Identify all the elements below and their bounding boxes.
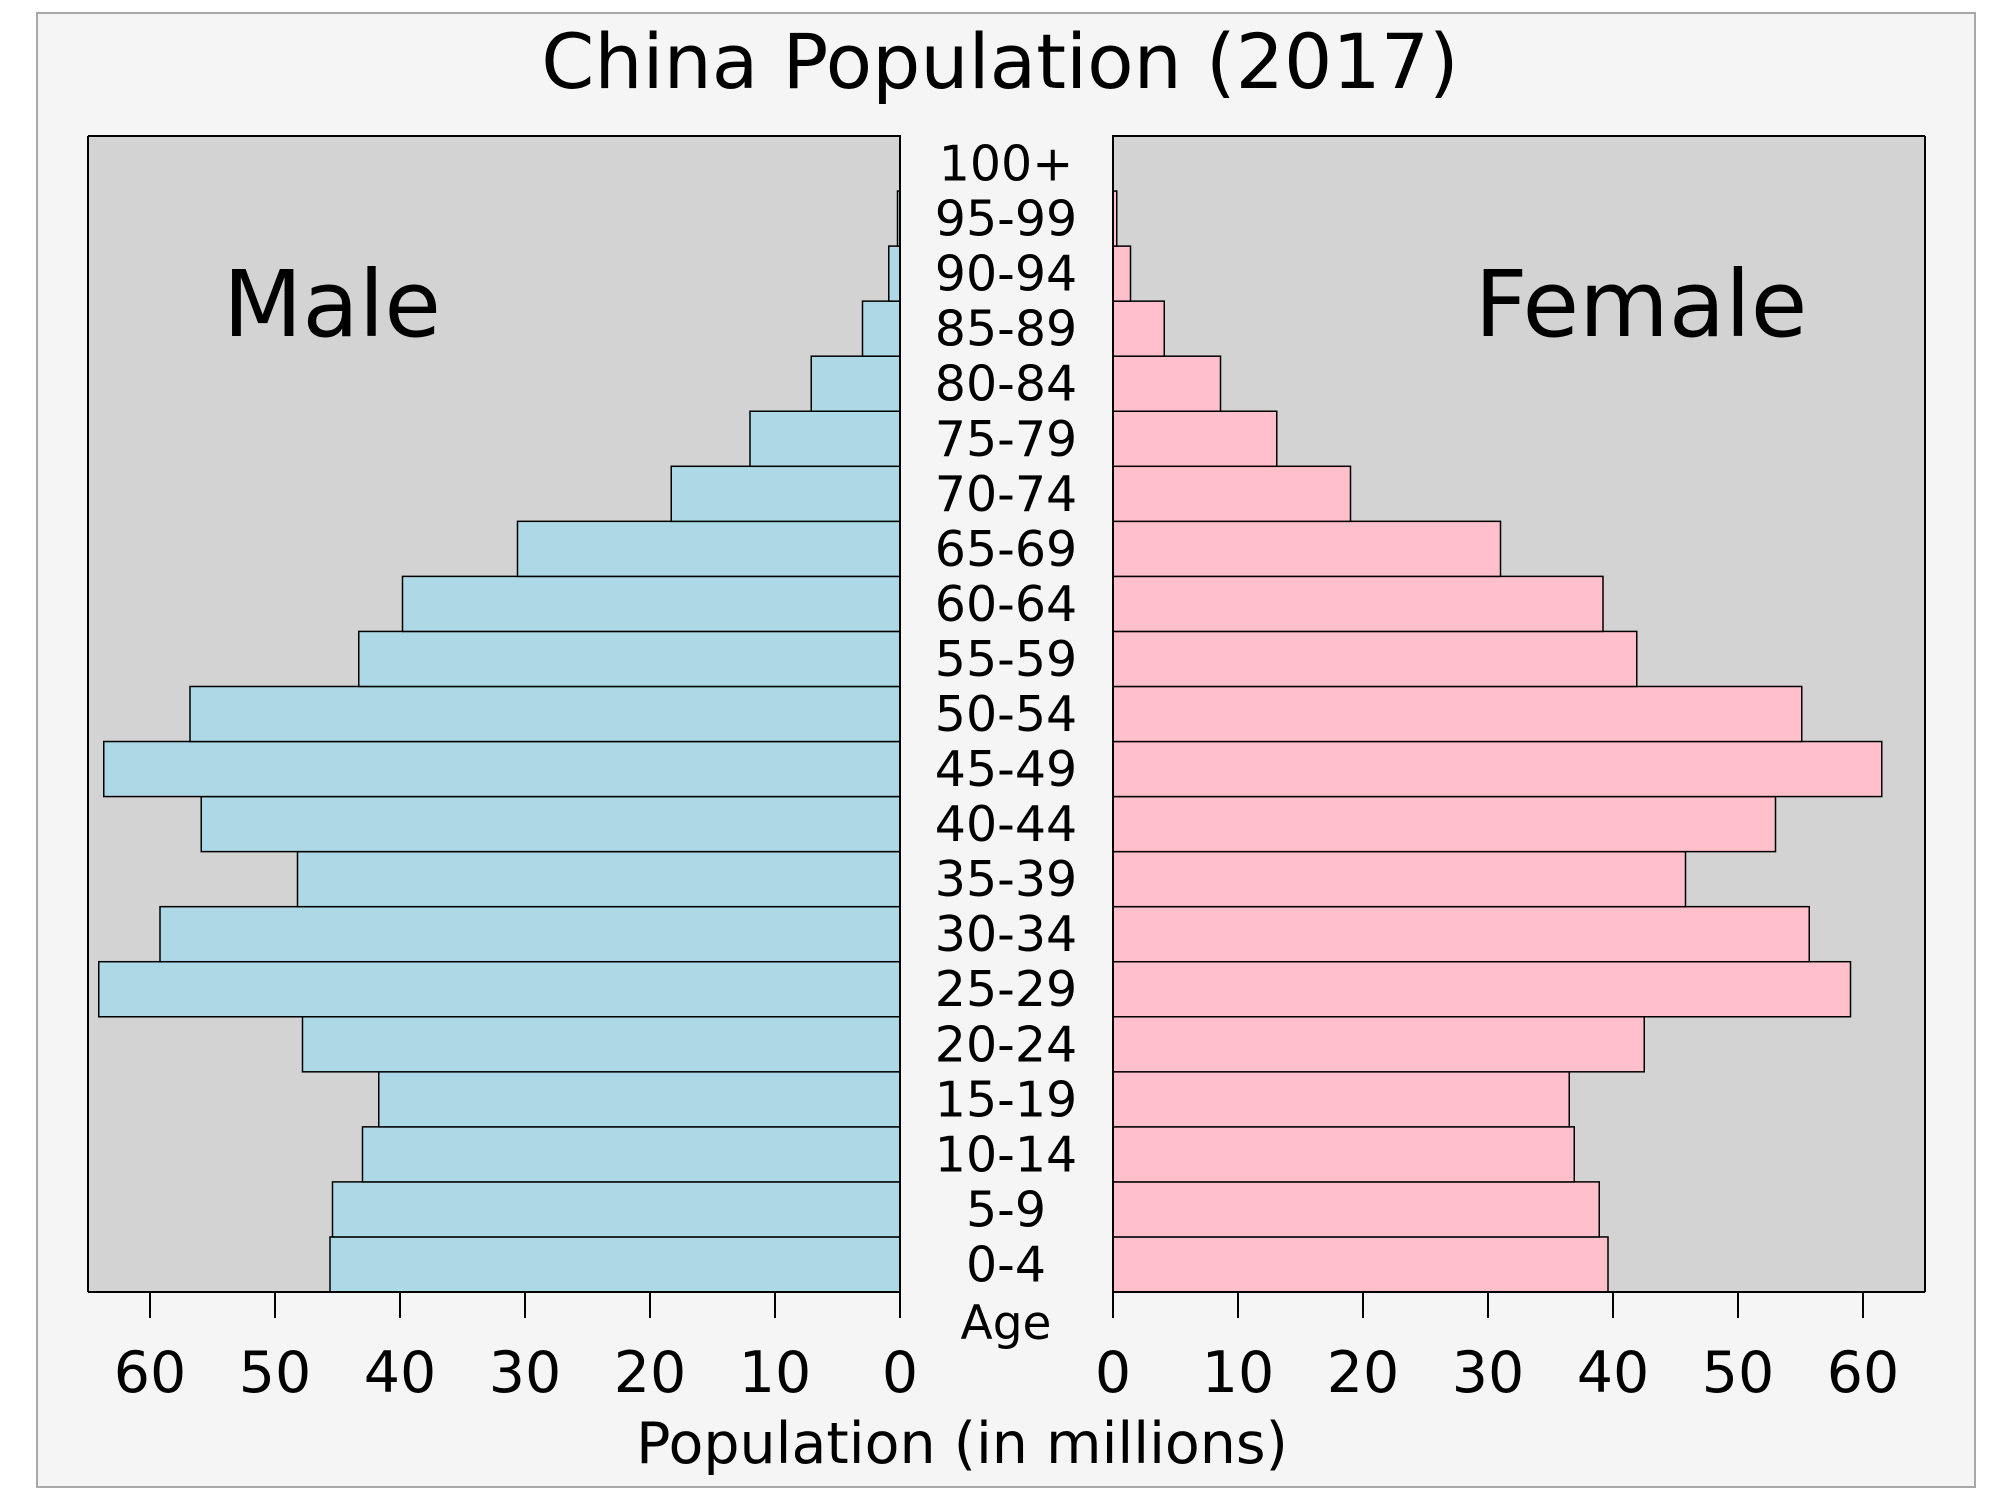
age-label-95-99: 95-99 — [935, 191, 1077, 248]
male-bar-45-49 — [103, 740, 901, 798]
female-tick-label-20: 20 — [1327, 1340, 1400, 1406]
age-label-25-29: 25-29 — [935, 961, 1077, 1018]
male-tick-label-10: 10 — [739, 1340, 812, 1406]
male-bar-5-9 — [331, 1181, 901, 1238]
age-label-5-9: 5-9 — [966, 1181, 1046, 1238]
female-tick-label-10: 10 — [1202, 1340, 1275, 1406]
female-bar-0-4 — [1112, 1236, 1609, 1293]
female-bar-70-74 — [1112, 465, 1352, 523]
male-bar-55-59 — [358, 630, 901, 688]
female-bar-55-59 — [1112, 630, 1638, 688]
age-label-85-89: 85-89 — [935, 301, 1077, 358]
male-bar-40-44 — [200, 795, 901, 853]
female-x-axis-ticks: 0 10 20 30 40 50 60 — [1095, 1292, 1899, 1406]
male-tick-label-30: 30 — [489, 1340, 562, 1406]
female-bar-35-39 — [1112, 850, 1687, 908]
female-bar-5-9 — [1112, 1181, 1600, 1238]
male-bar-10-14 — [361, 1126, 901, 1183]
female-tick-label-0: 0 — [1095, 1340, 1131, 1406]
x-axis-title: Population (in millions) — [636, 1411, 1288, 1477]
male-bar-85-89 — [861, 300, 901, 357]
female-bars — [1112, 190, 1883, 1293]
female-bar-25-29 — [1112, 960, 1852, 1018]
female-tick-label-60: 60 — [1827, 1340, 1900, 1406]
female-bar-60-64 — [1112, 575, 1604, 633]
female-bar-20-24 — [1112, 1016, 1645, 1073]
male-bar-35-39 — [296, 850, 901, 908]
age-labels: 0-45-910-1415-1920-2425-2930-3435-3940-4… — [935, 136, 1077, 1294]
female-tick-label-50: 50 — [1702, 1340, 1775, 1406]
male-bar-25-29 — [98, 960, 901, 1018]
age-label-45-49: 45-49 — [935, 741, 1077, 798]
age-label-60-64: 60-64 — [935, 576, 1077, 633]
age-label-50-54: 50-54 — [935, 686, 1077, 743]
male-tick-label-20: 20 — [614, 1340, 687, 1406]
male-tick-label-50: 50 — [239, 1340, 312, 1406]
age-label-55-59: 55-59 — [935, 631, 1077, 688]
female-bar-30-34 — [1112, 905, 1810, 963]
age-label-0-4: 0-4 — [966, 1236, 1046, 1293]
age-label-40-44: 40-44 — [935, 796, 1077, 853]
female-bar-45-49 — [1112, 740, 1883, 798]
age-label-35-39: 35-39 — [935, 851, 1077, 908]
male-x-axis-ticks: 0 10 20 30 40 50 60 — [114, 1292, 918, 1406]
male-bar-75-79 — [749, 410, 901, 468]
male-bar-15-19 — [378, 1071, 901, 1128]
age-label-100+: 100+ — [939, 136, 1074, 193]
female-bar-90-94 — [1112, 245, 1132, 302]
male-bar-30-34 — [159, 905, 901, 963]
female-bar-40-44 — [1112, 795, 1777, 853]
panel-borders — [87, 135, 1926, 1293]
female-panel-border — [1112, 135, 1925, 1292]
male-tick-label-40: 40 — [364, 1340, 437, 1406]
male-bars — [98, 190, 901, 1293]
age-label-15-19: 15-19 — [935, 1071, 1077, 1128]
male-series-label: Male — [223, 251, 441, 358]
age-label-75-79: 75-79 — [935, 411, 1077, 468]
age-label-20-24: 20-24 — [935, 1016, 1077, 1073]
age-label-65-69: 65-69 — [935, 521, 1077, 578]
female-bar-85-89 — [1112, 300, 1165, 357]
female-bar-15-19 — [1112, 1071, 1570, 1128]
male-bar-90-94 — [888, 245, 901, 302]
female-bar-10-14 — [1112, 1126, 1575, 1183]
male-panel-border — [88, 135, 901, 1292]
age-axis-title: Age — [961, 1296, 1052, 1351]
age-label-80-84: 80-84 — [935, 356, 1077, 413]
male-tick-label-60: 60 — [114, 1340, 187, 1406]
male-bar-65-69 — [516, 520, 901, 578]
female-bar-65-69 — [1112, 520, 1502, 578]
female-tick-label-40: 40 — [1577, 1340, 1650, 1406]
male-bar-60-64 — [401, 575, 901, 633]
female-bar-75-79 — [1112, 410, 1278, 468]
male-tick-label-0: 0 — [882, 1340, 918, 1406]
male-bar-70-74 — [670, 465, 901, 523]
chart-title: China Population (2017) — [541, 17, 1458, 106]
male-bar-80-84 — [810, 355, 901, 412]
female-series-label: Female — [1475, 251, 1808, 358]
age-label-10-14: 10-14 — [935, 1126, 1077, 1183]
female-bar-80-84 — [1112, 355, 1222, 412]
age-label-90-94: 90-94 — [935, 246, 1077, 303]
male-bar-50-54 — [189, 685, 901, 743]
age-label-30-34: 30-34 — [935, 906, 1077, 963]
age-label-70-74: 70-74 — [935, 466, 1077, 523]
male-bar-20-24 — [301, 1016, 901, 1073]
male-bar-0-4 — [329, 1236, 901, 1293]
female-bar-50-54 — [1112, 685, 1803, 743]
female-tick-label-30: 30 — [1452, 1340, 1525, 1406]
